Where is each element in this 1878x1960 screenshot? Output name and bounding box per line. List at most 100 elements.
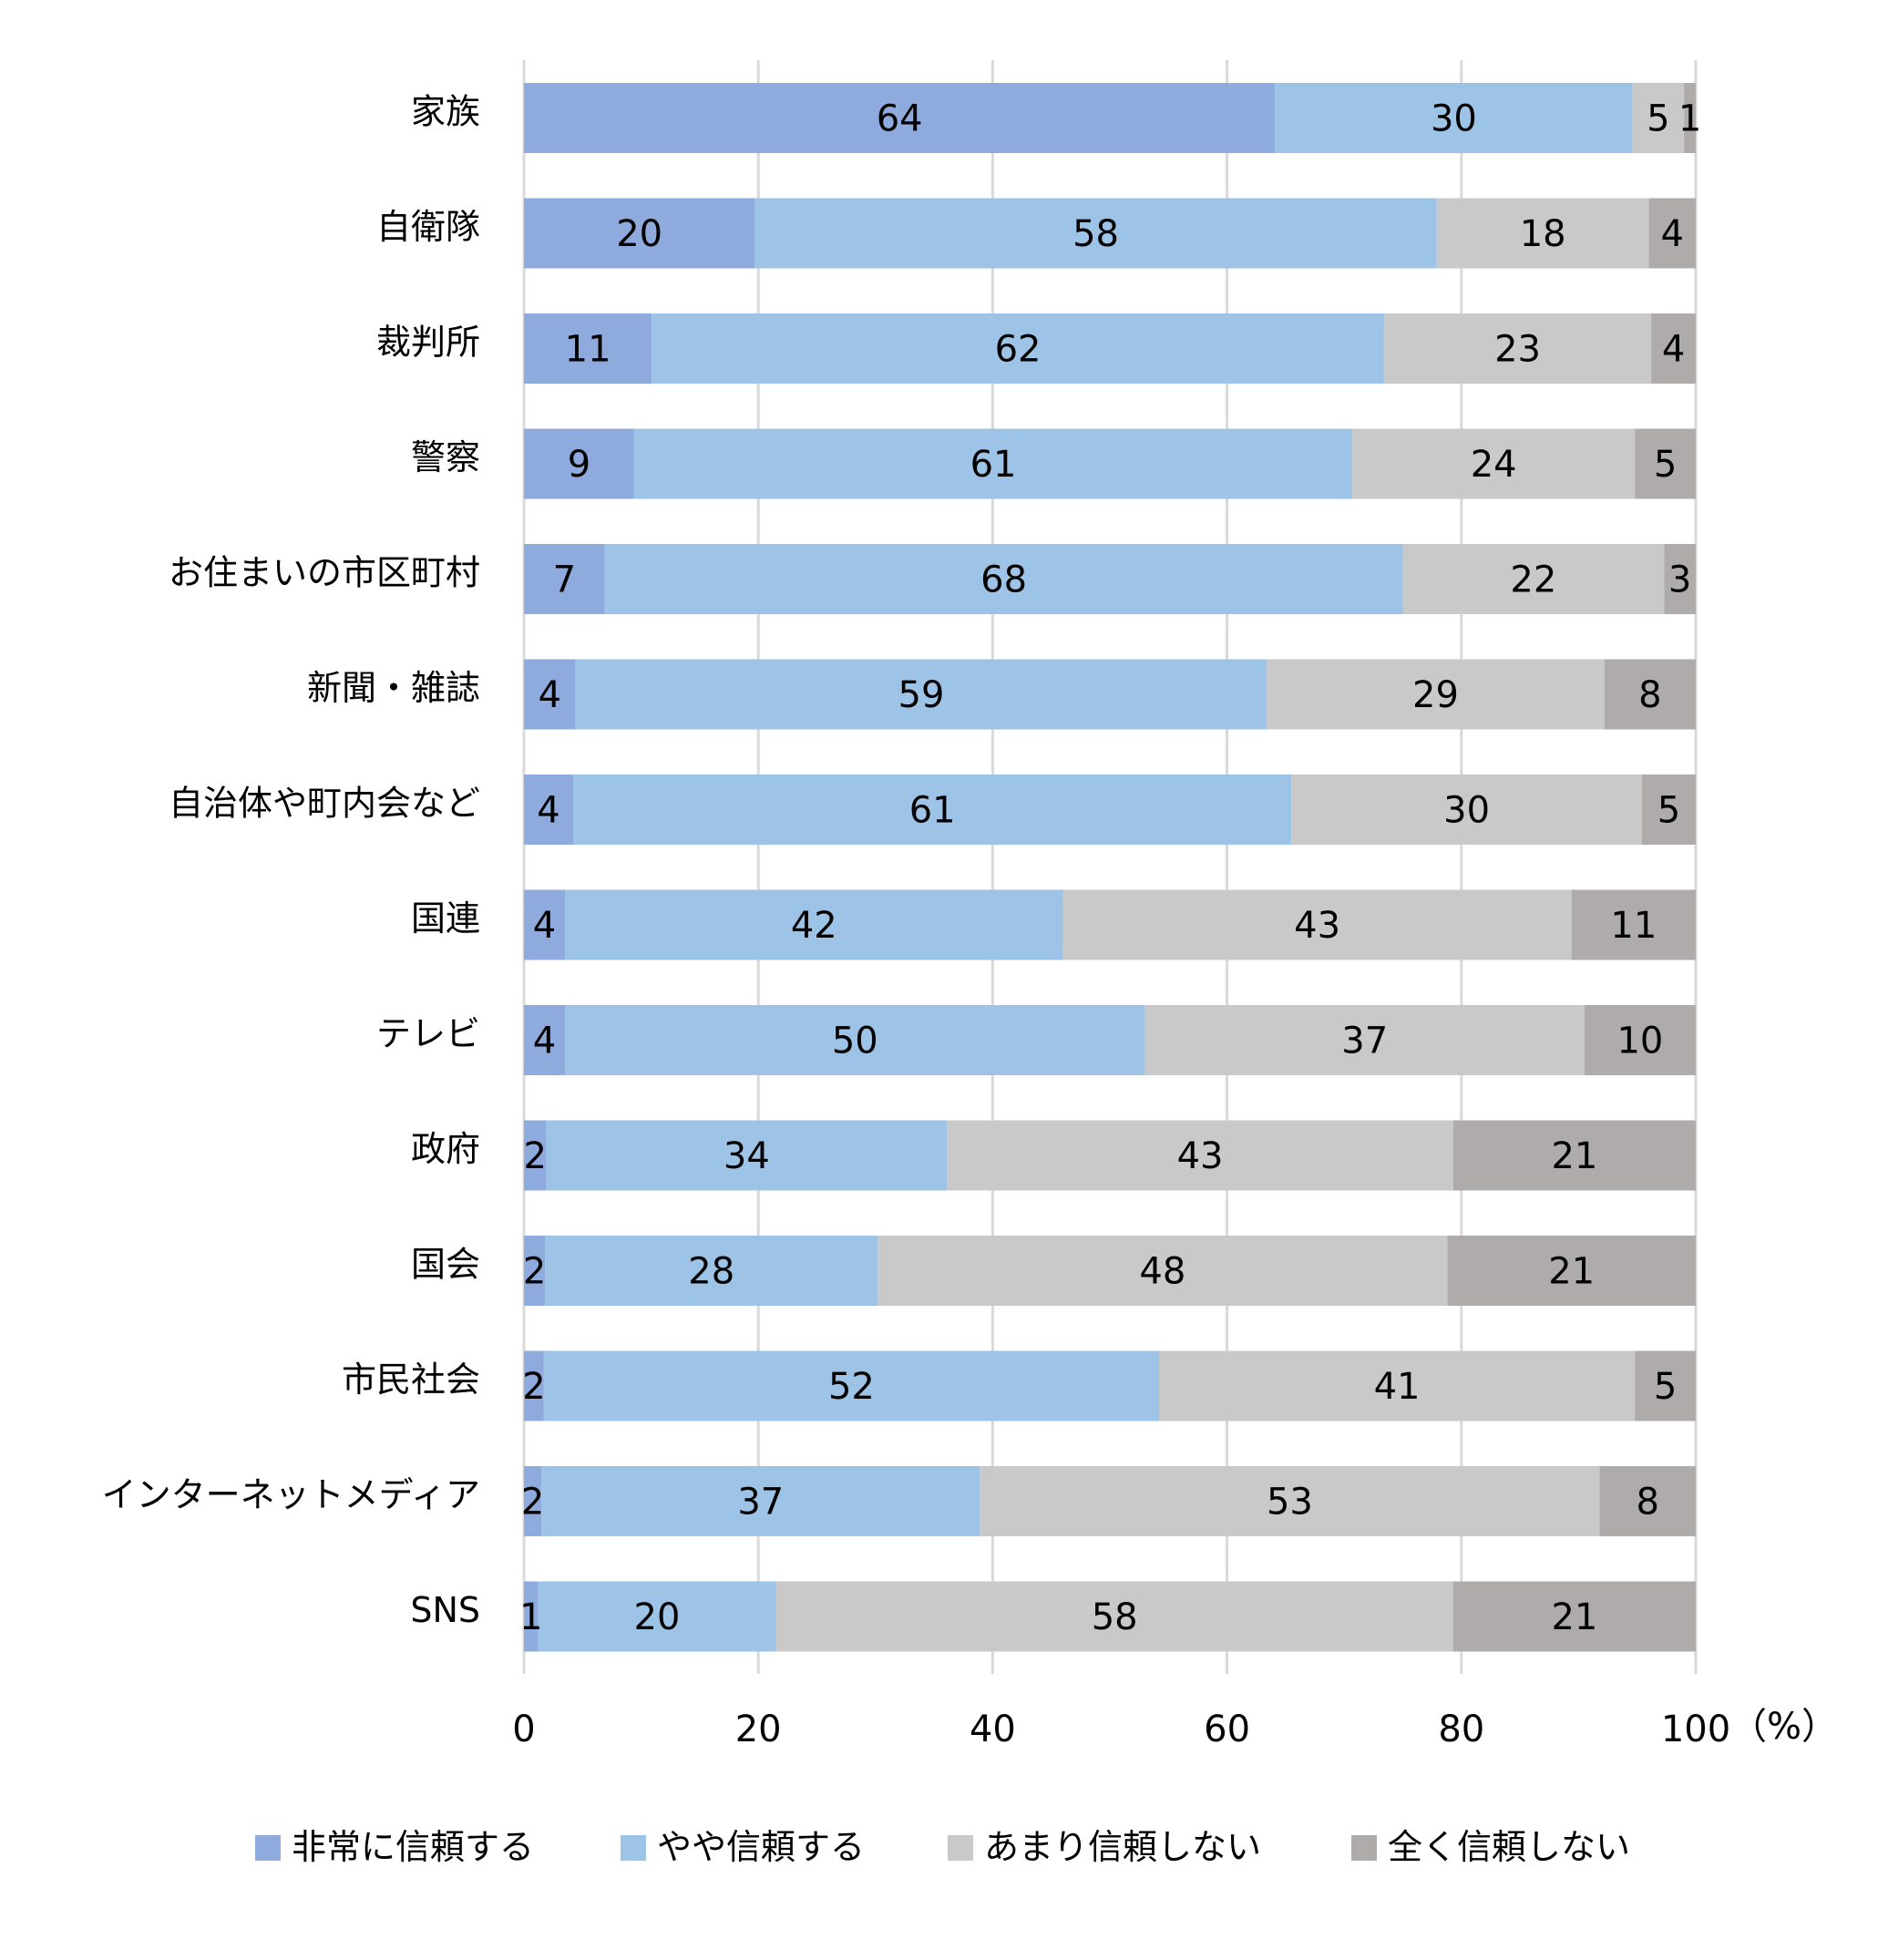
category-label: インターネットメディア — [102, 1475, 480, 1515]
x-tick-label: 60 — [1204, 1709, 1250, 1750]
data-label: 4 — [533, 905, 556, 947]
data-label: 3 — [1668, 559, 1691, 601]
data-label: 4 — [537, 790, 559, 832]
bar-segment — [524, 544, 605, 614]
category-labels: 家族自衛隊裁判所警察お住まいの市区町村新聞・雑誌自治体や町内会など国連テレビ政府… — [102, 92, 480, 1631]
value-labels: 64 30 5 120 58 18 411 62 23 49 61 24 57 68 22 34 59 29 84 6… — [519, 98, 1701, 1639]
bar-segment — [524, 1350, 544, 1421]
bar-segment — [1402, 544, 1665, 614]
bar-segment — [633, 428, 1353, 499]
bar-segment — [1684, 83, 1696, 153]
data-label: 42 — [791, 905, 837, 947]
legend-label: やや信頼する — [657, 1827, 865, 1867]
bar-segment — [1352, 428, 1636, 499]
data-label: 21 — [1551, 1596, 1597, 1638]
data-label: 5 — [1654, 444, 1677, 486]
data-label: 2 — [523, 1251, 546, 1293]
data-label: 30 — [1443, 790, 1490, 832]
data-label: 24 — [1471, 444, 1517, 486]
bar-segment — [524, 775, 574, 845]
bar-segment — [754, 198, 1437, 269]
bar-segment — [524, 198, 755, 269]
data-label: 43 — [1177, 1135, 1224, 1177]
bar-segment — [524, 1466, 542, 1536]
data-label: 21 — [1551, 1135, 1597, 1177]
bar-segment — [524, 659, 576, 730]
data-label: 28 — [688, 1251, 734, 1293]
category-label: SNS — [410, 1590, 480, 1630]
data-label: 68 — [980, 559, 1027, 601]
legend-label: 非常に信頼する — [292, 1827, 534, 1867]
category-label: 自治体や町内会など — [169, 784, 480, 824]
data-label: 20 — [634, 1596, 681, 1638]
bar-segment — [524, 1120, 547, 1191]
bar-segment — [1267, 659, 1605, 730]
bar-segment — [565, 889, 1063, 960]
bar-segment — [575, 659, 1267, 730]
data-label: 53 — [1267, 1482, 1313, 1524]
bar-segment — [1599, 1466, 1696, 1536]
x-tick-label: 0 — [512, 1709, 535, 1750]
data-label: 4 — [533, 1021, 556, 1062]
legend-label: 全く信頼しない — [1388, 1827, 1630, 1867]
x-tick-label: 80 — [1438, 1709, 1484, 1750]
bar-segment — [524, 83, 1276, 153]
data-label: 58 — [1092, 1596, 1138, 1638]
bar-segment — [1571, 889, 1696, 960]
data-label: 59 — [898, 674, 945, 716]
bar-segment — [1144, 1005, 1585, 1075]
legend-swatch — [255, 1835, 281, 1861]
bar-segment — [604, 544, 1403, 614]
bar-segment — [1635, 1350, 1696, 1421]
data-label: 23 — [1494, 329, 1541, 371]
legend-swatch — [948, 1835, 973, 1861]
bar-segment — [775, 1581, 1453, 1652]
category-label: 裁判所 — [376, 323, 480, 363]
category-label: お住まいの市区町村 — [169, 553, 480, 593]
data-label: 30 — [1431, 98, 1477, 140]
bar-segment — [524, 1005, 566, 1075]
bar-segment — [1383, 313, 1652, 384]
data-label: 7 — [553, 559, 576, 601]
data-label: 8 — [1637, 1482, 1659, 1524]
data-label: 58 — [1072, 213, 1119, 255]
data-label: 1 — [1678, 98, 1701, 140]
data-label: 8 — [1638, 674, 1661, 716]
data-label: 62 — [995, 329, 1042, 371]
bar-segment — [524, 313, 652, 384]
bar-segment — [543, 1350, 1160, 1421]
data-label: 5 — [1654, 1366, 1677, 1408]
data-label: 21 — [1548, 1251, 1595, 1293]
data-label: 43 — [1294, 905, 1340, 947]
category-label: 家族 — [411, 92, 480, 132]
bar-segment — [1632, 83, 1685, 153]
bar-segment — [524, 428, 634, 499]
data-label: 64 — [877, 98, 923, 140]
x-axis-unit-label: （%） — [1730, 1706, 1838, 1748]
bar-segment — [652, 313, 1384, 384]
data-label: 37 — [1341, 1021, 1388, 1062]
bars — [524, 83, 1696, 1652]
bar-segment — [1275, 83, 1633, 153]
bar-segment — [1452, 1120, 1696, 1191]
data-label: 9 — [568, 444, 590, 486]
x-tick-label: 20 — [735, 1709, 782, 1750]
data-label: 1 — [519, 1596, 542, 1638]
bar-segment — [545, 1236, 878, 1306]
bar-segment — [524, 889, 566, 960]
bar-segment — [565, 1005, 1145, 1075]
data-label: 48 — [1139, 1251, 1185, 1293]
data-label: 20 — [616, 213, 662, 255]
bar-segment — [1604, 659, 1696, 730]
bar-segment — [1447, 1236, 1696, 1306]
category-label: 政府 — [411, 1129, 480, 1169]
legend-label: あまり信頼しない — [984, 1827, 1261, 1867]
category-label: 国会 — [411, 1245, 480, 1285]
bar-segment — [1651, 313, 1696, 384]
gridlines — [522, 60, 1698, 1674]
data-label: 61 — [909, 790, 956, 832]
bar-segment — [1452, 1581, 1696, 1652]
data-label: 41 — [1374, 1366, 1421, 1408]
bar-segment — [573, 775, 1292, 845]
